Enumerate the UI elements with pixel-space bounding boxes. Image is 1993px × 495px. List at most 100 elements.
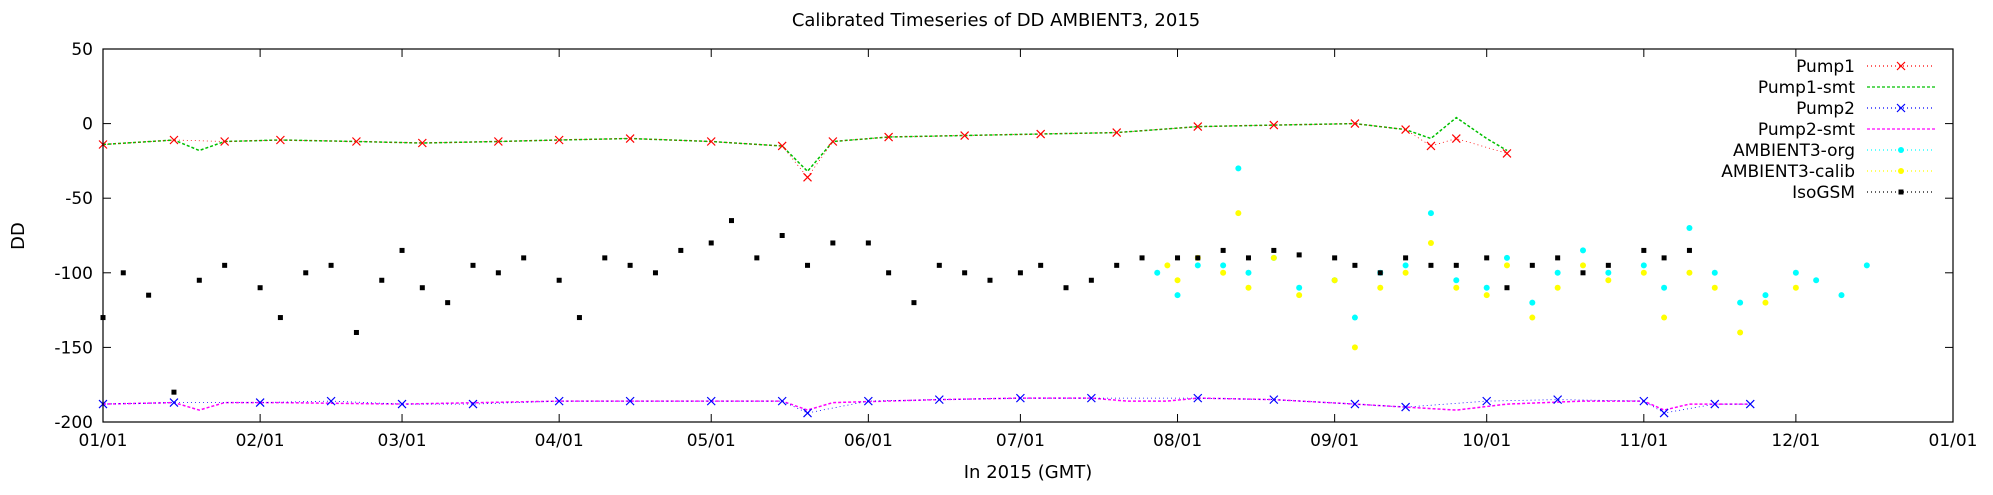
x-tick-label: 04/01 [535,431,584,451]
data-point [1114,262,1120,268]
data-point [1451,134,1461,143]
data-point [521,255,527,261]
data-point [1641,247,1647,253]
data-point [708,240,714,246]
data-point [803,172,812,182]
series-pump1-smt [102,116,1508,173]
data-point [1762,299,1769,306]
data-point [1453,262,1459,268]
data-point [1220,247,1226,253]
data-point [602,255,608,261]
legend-item: AMBIENT3-org [1733,141,1935,161]
data-point [625,396,635,406]
data-point [1762,292,1769,299]
legend-swatch-marker [1898,189,1904,195]
data-point [678,247,684,253]
x-tick-label: 01/01 [79,431,128,451]
data-point [625,134,635,143]
series-ambient3-calib [1164,210,1799,351]
data-point [1555,255,1561,261]
data-point [1503,254,1510,261]
x-tick-label: 07/01 [996,431,1045,451]
data-point [1484,255,1490,261]
legend-swatch-marker [1898,168,1904,174]
legend-label: Pump1-smt [1758,78,1855,98]
data-point [277,315,283,321]
x-tick-label: 09/01 [1310,431,1359,451]
y-axis-label: DD [8,222,29,250]
data-point [1580,262,1586,269]
x-tick-label: 01/01 [1929,431,1978,451]
data-point [1270,254,1277,261]
data-point [1813,277,1820,284]
data-point [1661,314,1668,321]
data-point [1686,269,1693,276]
data-point [220,137,230,146]
data-point [1529,262,1535,268]
plot-frame [102,48,1954,423]
chart-title: Calibrated Timeseries of DD AMBIENT3, 20… [792,10,1200,31]
legend-label: Pump2-smt [1758,120,1855,140]
series-line [102,123,1508,178]
data-point [303,270,309,276]
series-ambient3-org [1154,165,1870,321]
data-point [1554,269,1561,276]
data-point [1245,284,1252,291]
data-point [353,329,359,335]
data-point [1737,299,1744,306]
data-point [1015,393,1025,403]
data-point [1453,284,1460,291]
data-point [1193,122,1203,132]
data-point [1271,247,1277,253]
data-point [1296,284,1303,291]
x-tick-label: 02/01 [236,431,285,451]
data-point [275,135,285,145]
series-pump2 [98,393,1755,418]
data-point [417,138,427,148]
data-point [169,398,179,408]
data-point [169,135,179,145]
data-point [399,247,405,253]
data-point [1686,247,1692,253]
data-point [255,398,265,408]
data-point [911,300,917,306]
data-point [1605,277,1612,284]
data-point [1352,262,1358,268]
data-point [1331,277,1338,284]
legend-label: IsoGSM [1792,183,1855,203]
data-point [397,399,407,409]
data-point [1235,165,1242,172]
series-pump2-smt [102,397,1751,411]
data-point [493,137,503,146]
series-line [102,397,1751,414]
legend-label: AMBIENT3-org [1733,141,1855,161]
data-point [1175,255,1181,261]
data-point [1792,269,1799,276]
data-point [1351,344,1358,351]
legend-item: AMBIENT3-calib [1721,162,1935,182]
data-point [1640,262,1647,269]
data-point [1296,292,1303,299]
x-tick-label: 08/01 [1153,431,1202,451]
data-point [777,396,787,406]
data-point [419,285,425,291]
data-point [120,270,126,276]
x-tick-label: 12/01 [1771,431,1820,451]
data-point [1483,292,1490,299]
data-point [1194,262,1201,269]
data-point [445,300,451,306]
data-point [1401,125,1411,134]
data-point [779,233,785,238]
data-point [1453,277,1460,284]
data-point [1427,239,1434,246]
x-tick-label: 11/01 [1619,431,1668,451]
data-point [1245,269,1252,276]
data-point [1580,270,1586,276]
data-point [1269,395,1279,405]
data-point [1737,329,1744,336]
data-point [1063,285,1069,291]
data-point [1402,269,1409,276]
data-point [1504,285,1510,291]
data-point [328,262,334,268]
